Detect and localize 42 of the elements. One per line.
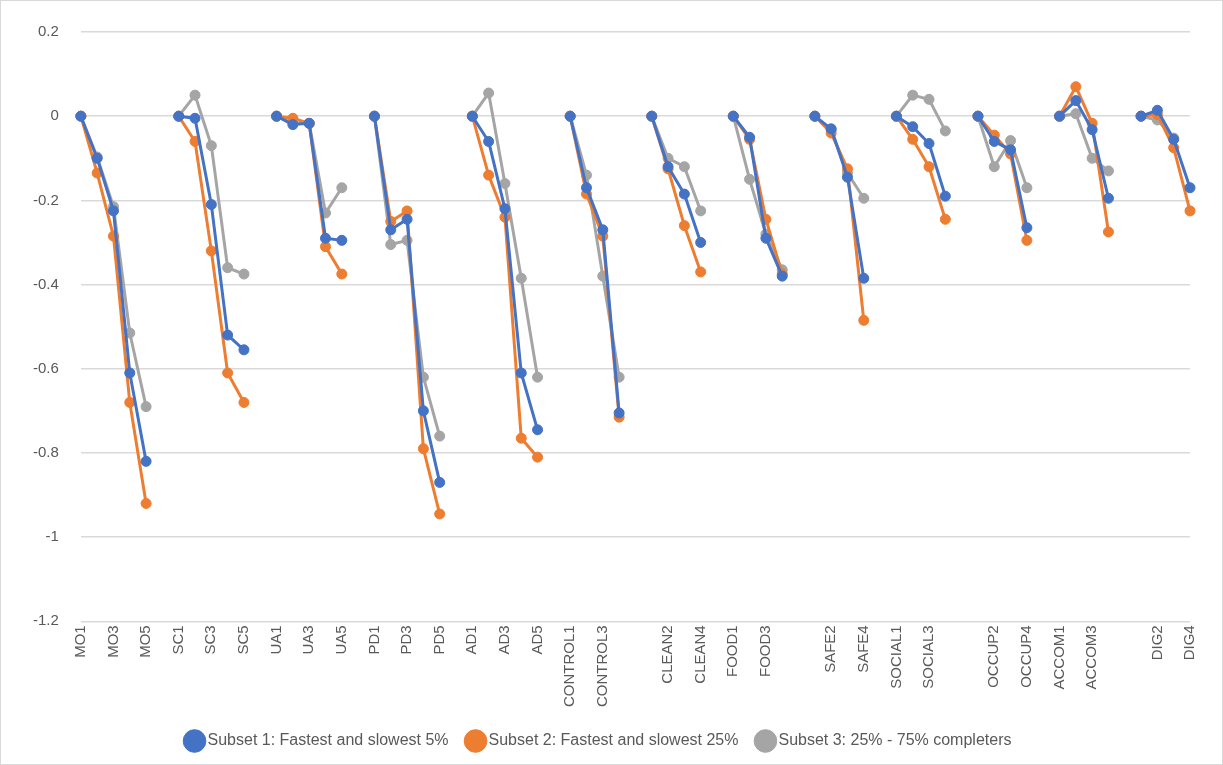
x-tick-label: AD3 (495, 625, 513, 655)
x-tick-label: OCCUP4 (1017, 625, 1035, 688)
y-tick-label: -0.4 (32, 274, 59, 292)
x-tick-label: OCCUP2 (984, 625, 1002, 688)
x-tick-label: SAFE2 (821, 625, 839, 673)
x-tick-label: UA5 (331, 625, 349, 655)
x-tick-label: DIG4 (1180, 625, 1198, 661)
legend-label: Subset 3: 25% - 75% completers (778, 731, 1012, 749)
y-tick-label: -0.8 (32, 443, 59, 461)
x-tick-label: SAFE4 (853, 625, 871, 673)
x-tick-label: MO1 (70, 625, 88, 658)
x-tick-label: SOCIAL1 (886, 625, 904, 689)
x-tick-label: UA3 (299, 625, 317, 655)
legend-label: Subset 1: Fastest and slowest 5% (207, 731, 449, 749)
x-tick-label: FOOD3 (756, 625, 774, 678)
x-tick-label: ACCOM1 (1049, 625, 1067, 690)
x-tick-label: PD1 (364, 625, 382, 655)
y-tick-label: -1 (45, 527, 59, 545)
x-tick-label: CLEAN2 (658, 625, 676, 684)
x-tick-label: SC5 (234, 625, 252, 655)
x-tick-label: DIG2 (1147, 625, 1165, 661)
x-tick-label: ACCOM3 (1082, 625, 1100, 690)
x-tick-label: PD5 (429, 625, 447, 655)
x-tick-label: PD3 (397, 625, 415, 655)
y-tick-label: -0.2 (32, 190, 59, 208)
x-tick-label: FOOD1 (723, 625, 741, 678)
x-tick-label: SC3 (201, 625, 219, 655)
x-tick-label: AD1 (462, 625, 480, 655)
x-tick-label: MO3 (103, 625, 121, 658)
x-tick-label: CONTROL1 (560, 625, 578, 708)
legend-label: Subset 2: Fastest and slowest 25% (488, 731, 739, 749)
y-tick-label: 0.2 (37, 22, 59, 40)
x-tick-label: SOCIAL3 (919, 625, 937, 689)
y-tick-label: -0.6 (32, 358, 59, 376)
x-tick-label: CONTROL3 (592, 625, 610, 708)
x-tick-label: SC1 (168, 625, 186, 655)
x-tick-label: CLEAN4 (690, 625, 708, 684)
x-tick-label: AD5 (527, 625, 545, 655)
y-tick-label: 0 (50, 106, 59, 124)
y-tick-label: -1.2 (32, 611, 59, 629)
x-tick-label: UA1 (266, 625, 284, 655)
x-tick-label: MO5 (136, 625, 154, 658)
